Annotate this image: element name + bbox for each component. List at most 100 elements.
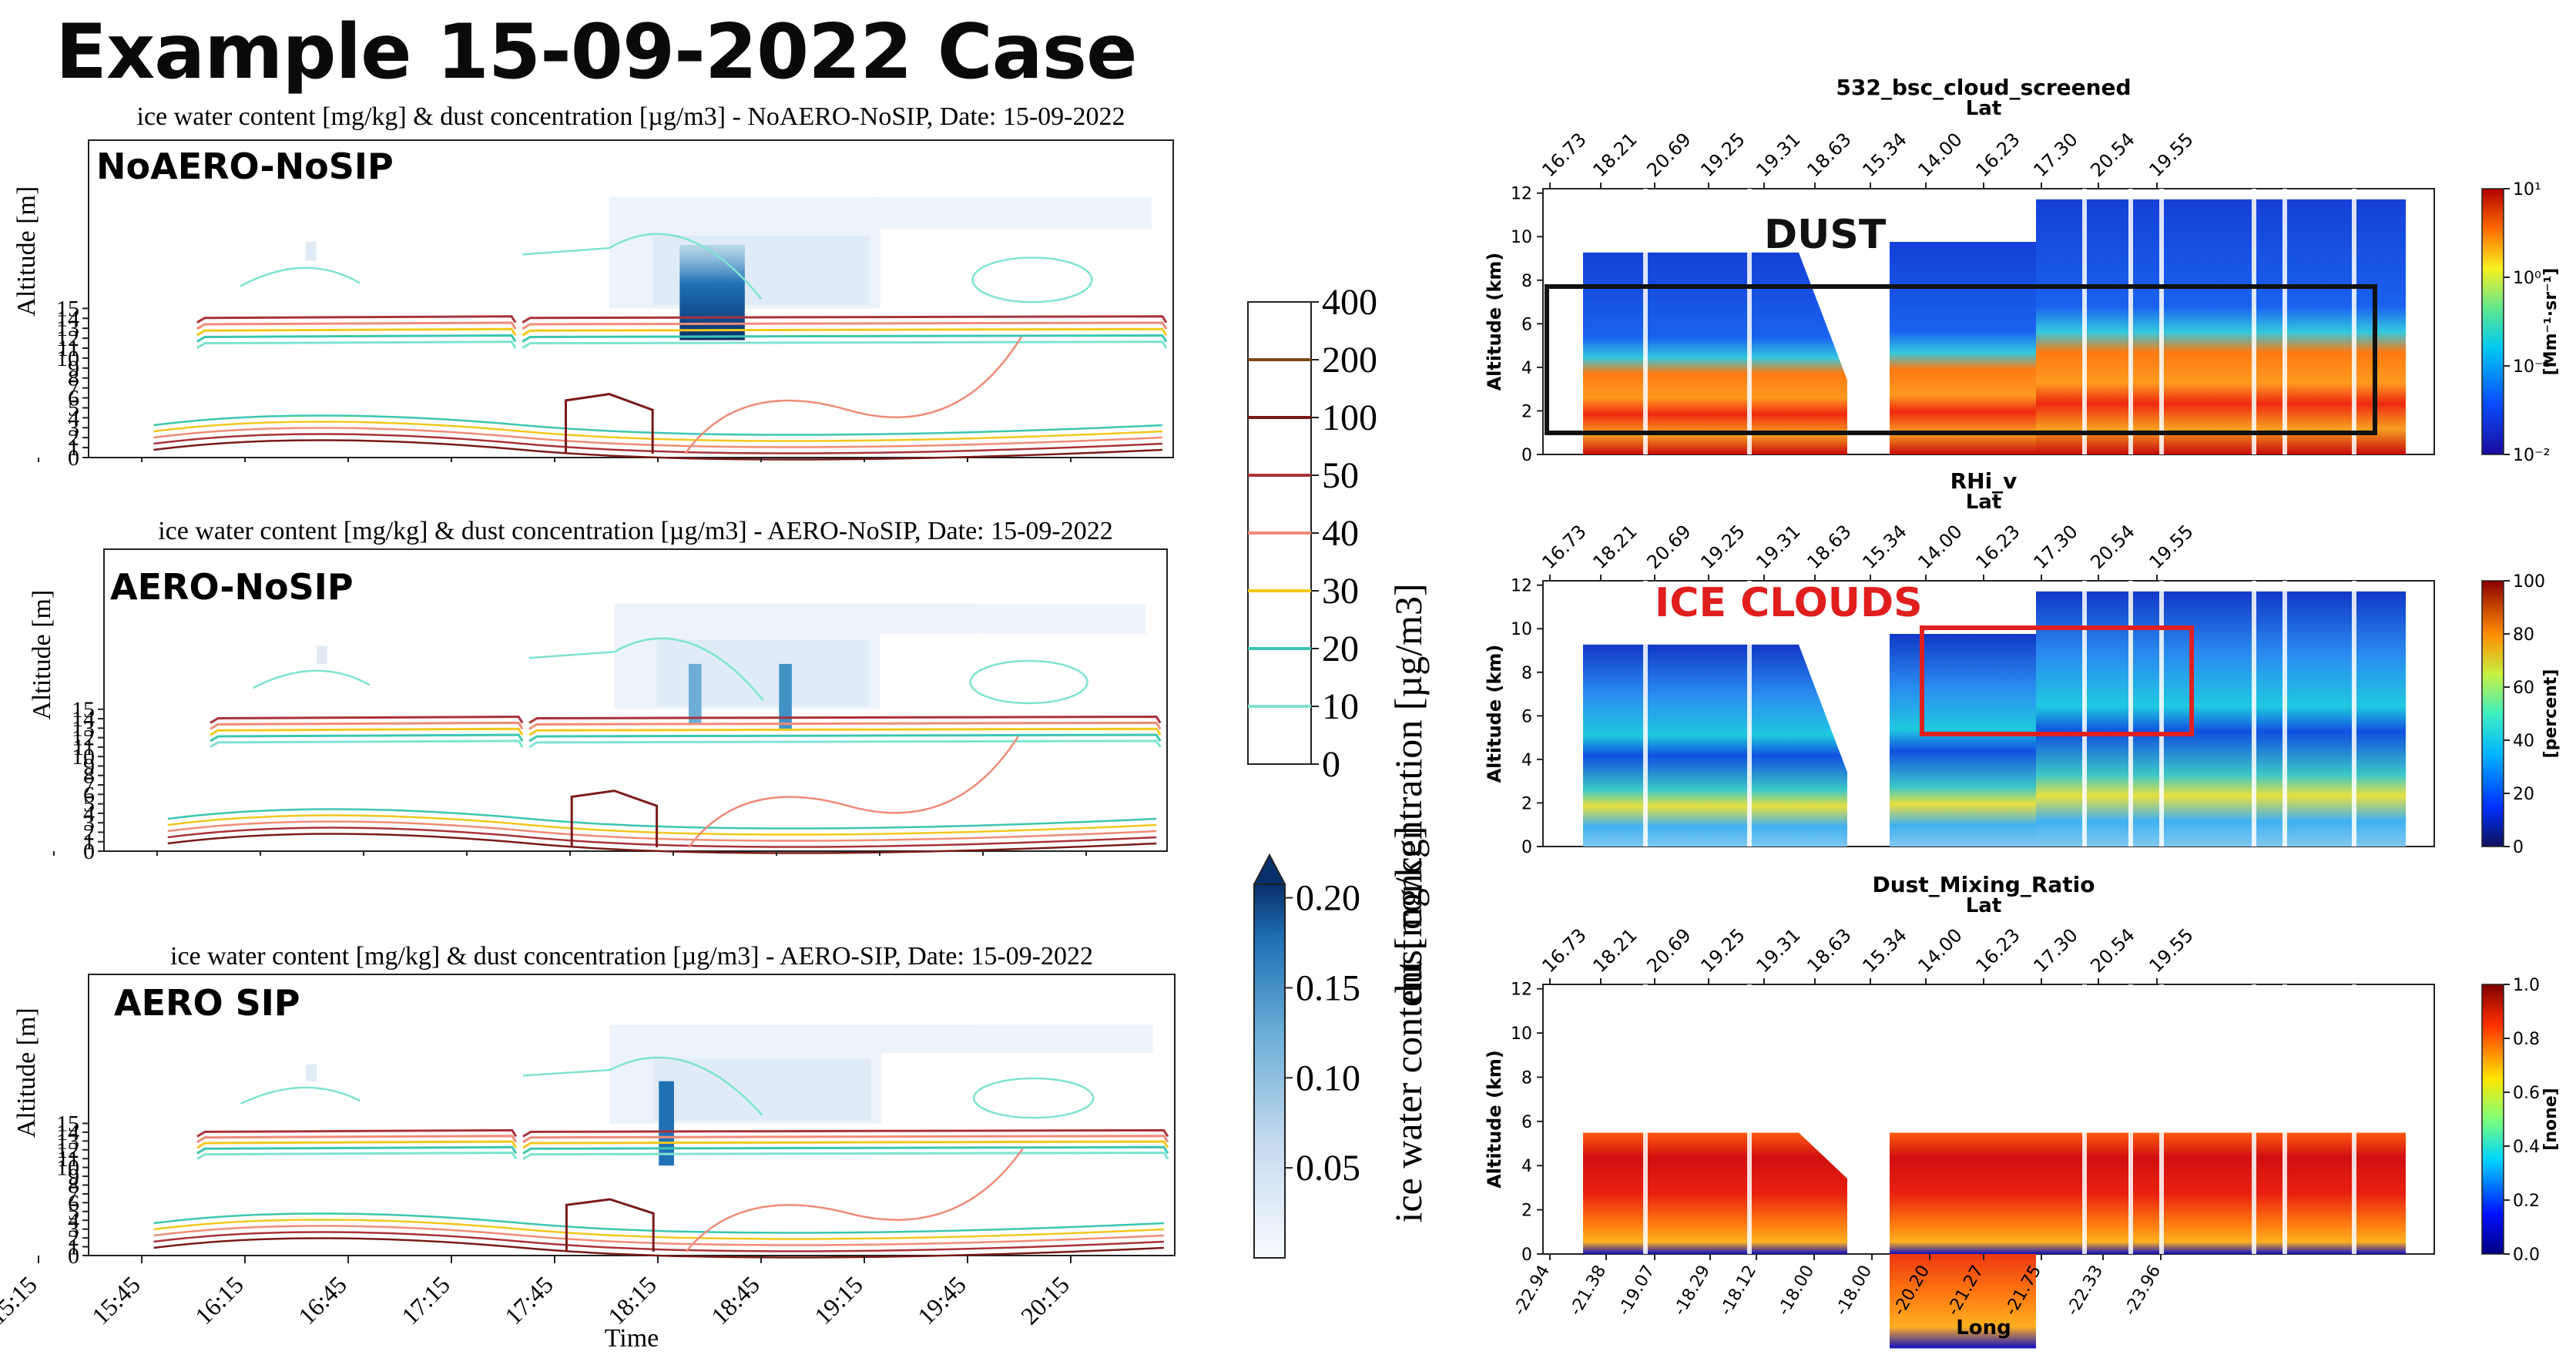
long-tick-label: -21.27 xyxy=(1944,1262,1987,1319)
x-tick-label: 16:15 xyxy=(190,1270,249,1329)
ice-colorbar: ice water content [mg/kg] 0.05 0.10 0.15 0.… xyxy=(1253,826,1430,1259)
lidar-title: Dust_Mixing_Ratio xyxy=(1873,872,2095,897)
lat-tick-label: 18.21 xyxy=(1588,924,1641,977)
panel-title: ice water content [mg/kg] & dust concent… xyxy=(137,102,1125,131)
y-tick-label: 5 xyxy=(68,395,79,421)
y-tick-label: 15 xyxy=(72,697,95,723)
ice-colorbar-extend xyxy=(1253,853,1286,885)
alt-tick-label: 0 xyxy=(1521,1246,1532,1265)
page-title: Example 15-09-2022 Case xyxy=(55,8,1138,96)
dust-contour xyxy=(196,315,517,324)
dust-contour xyxy=(522,334,1168,343)
dust-contour xyxy=(522,315,1168,324)
y-tick-label: 14 xyxy=(56,306,79,331)
dust-level-label: 10 xyxy=(1322,686,1359,727)
dust-contour-low xyxy=(153,414,1162,436)
dust-contour-low xyxy=(167,808,1157,830)
alt-tick-label: 12 xyxy=(1511,577,1532,596)
lidar-gap xyxy=(2082,189,2087,454)
dust-contour xyxy=(528,733,1162,743)
long-tick-label: -19.07 xyxy=(1615,1262,1659,1319)
alt-tick-label: 6 xyxy=(1521,1113,1532,1132)
dust-contour-high xyxy=(570,790,659,847)
dust-colorbar: dust concentration [µg/m3] 0 10 20 30 40 50 10… xyxy=(1247,282,1430,1004)
long-tick-label: -18.12 xyxy=(1716,1262,1760,1319)
dust-contour xyxy=(528,716,1162,724)
cbar-tick-label: 10⁰ xyxy=(2513,269,2541,288)
y-axis-label: Altitude [m] xyxy=(12,1008,41,1138)
y-tick-label: 0 xyxy=(68,445,79,471)
dust-contour xyxy=(210,733,524,743)
lidar-gap xyxy=(2128,189,2133,454)
cbar-tick-label: 1.0 xyxy=(2513,976,2540,995)
lidar-gap xyxy=(2252,189,2256,454)
dust-contour-low xyxy=(167,814,1157,836)
y-tick-label: 0 xyxy=(68,1243,79,1269)
lat-tick-label: 16.23 xyxy=(1971,521,2024,573)
model-figure: ice water content [mg/kg] & dust concent… xyxy=(0,102,1430,1353)
dust-contour-high xyxy=(685,1148,1024,1252)
dust-contour xyxy=(210,727,524,736)
alt-axis-label: Altitude (km) xyxy=(1484,253,1505,391)
lidar-gap xyxy=(1747,581,1752,847)
y-tick-label: 3 xyxy=(68,1217,79,1242)
ice-patch xyxy=(306,1064,317,1081)
dust-contour xyxy=(522,327,1168,337)
x-axis-label: Time xyxy=(605,1324,659,1353)
dust-level-label: 100 xyxy=(1322,397,1377,438)
dust-level-label: 20 xyxy=(1322,629,1359,669)
y-tick-label: 10 xyxy=(56,346,79,371)
alt-tick-label: 0 xyxy=(1521,446,1532,465)
alt-tick-label: 10 xyxy=(1511,1024,1532,1044)
lat-tick-label: 14.00 xyxy=(1914,129,1966,181)
ice-water-field xyxy=(305,197,1152,309)
dust-contour-high xyxy=(687,736,1019,848)
model-panel-1: ice water content [mg/kg] & dust concent… xyxy=(28,517,1168,864)
alt-tick-label: 0 xyxy=(1521,838,1532,857)
dust-contour xyxy=(196,1140,518,1149)
lidar-gap xyxy=(2283,189,2287,454)
y-tick-label: 14 xyxy=(56,1120,79,1145)
dust-contour-upper xyxy=(971,256,1093,303)
lidar-gap xyxy=(1643,189,1648,454)
lat-tick-label: 18.21 xyxy=(1588,521,1641,573)
lat-tick-label: 16.23 xyxy=(1971,924,2024,977)
lidar-gap xyxy=(2082,984,2087,1254)
cbar-tick-label: 0.2 xyxy=(2513,1192,2540,1211)
dust-contour-upper xyxy=(972,1077,1095,1119)
dust-contour xyxy=(522,1152,1169,1160)
cbar-tick-label: 10⁻² xyxy=(2513,446,2550,465)
lidar-data xyxy=(1890,242,2036,454)
dust-contour-low xyxy=(153,427,1162,448)
dust-contour-upper xyxy=(528,637,764,701)
cbar-tick-label: 0 xyxy=(2513,838,2524,857)
dust-contour-low xyxy=(153,433,1162,454)
lidar-gap xyxy=(1643,984,1648,1254)
y-tick-label: 12 xyxy=(56,326,79,351)
y-tick-label: 7 xyxy=(83,773,95,798)
dust-contour-upper xyxy=(522,233,762,300)
lidar-gap xyxy=(2252,581,2256,847)
cbar-tick-label: 80 xyxy=(2513,625,2534,645)
lidar-data xyxy=(2036,199,2406,454)
long-tick-label: -18.00 xyxy=(1774,1262,1818,1319)
y-tick-label: 4 xyxy=(68,1208,79,1233)
lidar-gap xyxy=(2283,581,2287,847)
dust-contour xyxy=(196,1128,518,1138)
dust-level-label: 30 xyxy=(1322,571,1359,612)
y-tick-label: 15 xyxy=(56,1111,79,1136)
ice-blob xyxy=(659,1081,674,1166)
lidar-gap xyxy=(2352,189,2356,454)
alt-tick-label: 4 xyxy=(1521,1157,1532,1176)
lat-tick-label: 19.25 xyxy=(1696,129,1749,181)
lidar-data xyxy=(1890,1132,2036,1349)
y-tick-label: 4 xyxy=(68,405,79,431)
dust-contour xyxy=(528,739,1162,749)
lidar-gap xyxy=(2159,189,2164,454)
x-tick-label: 19:15 xyxy=(809,1270,868,1329)
ice-blob xyxy=(679,244,745,340)
dust-contour-low xyxy=(167,833,1157,854)
y-tick-label: 8 xyxy=(83,763,95,789)
ice-colorbar-label: ice water content [mg/kg] xyxy=(1387,826,1430,1222)
